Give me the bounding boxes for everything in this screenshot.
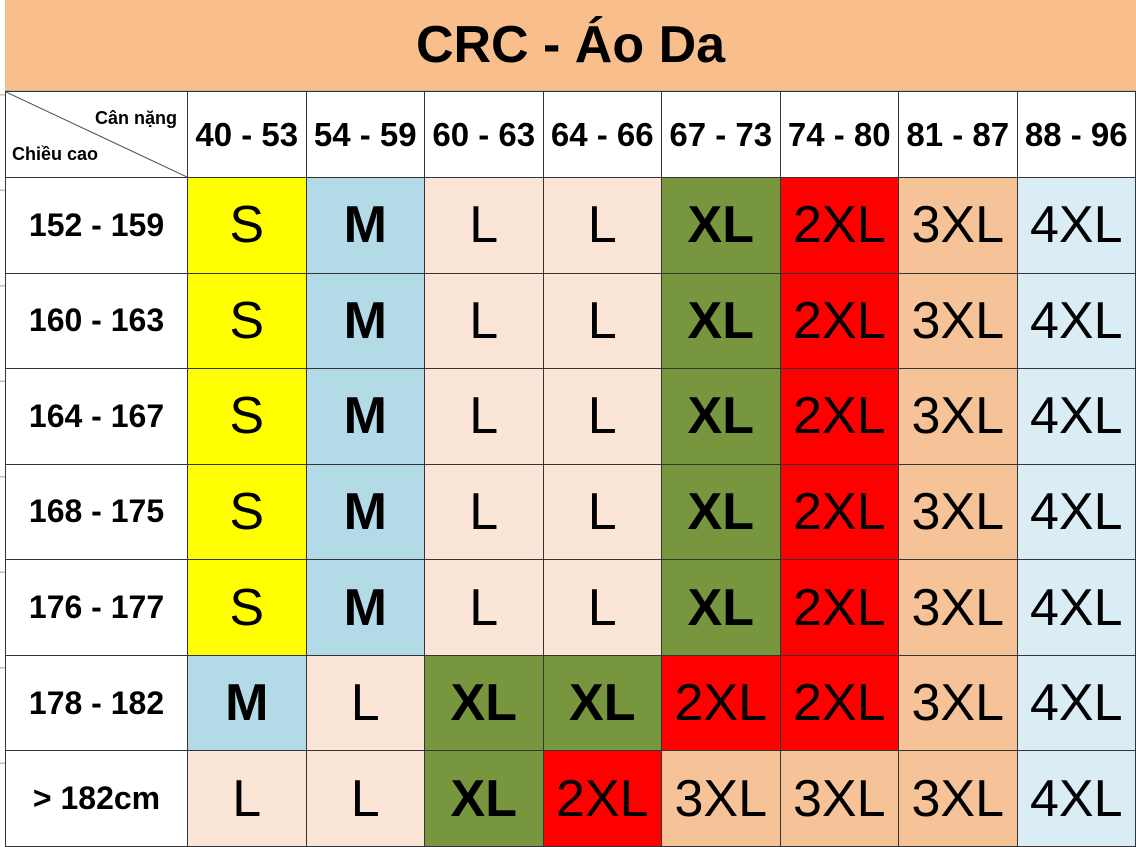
- size-cell: 2XL: [779, 272, 899, 370]
- title-bar: CRC - Áo Da: [5, 0, 1136, 91]
- size-cell: L: [424, 177, 544, 274]
- size-cell: XL: [661, 272, 781, 370]
- table-row: 176 - 177 S M L L XL 2XL 3XL 4XL: [5, 559, 1136, 656]
- weight-range-header: 88 - 96: [1016, 91, 1136, 178]
- size-cell: M: [305, 177, 425, 274]
- size-cell: 3XL: [898, 654, 1018, 752]
- size-cell: L: [542, 368, 662, 465]
- size-cell: 3XL: [898, 177, 1018, 274]
- size-cell: L: [424, 272, 544, 370]
- cropped-gridline-sliver: [0, 0, 5, 847]
- size-cell: S: [187, 463, 307, 561]
- size-cell: 2XL: [779, 463, 899, 561]
- size-cell: 3XL: [779, 750, 899, 847]
- size-cell: 3XL: [898, 463, 1018, 561]
- height-range-header: 168 - 175: [5, 463, 188, 561]
- height-range-header: 164 - 167: [5, 368, 188, 465]
- weight-range-header: 64 - 66: [542, 91, 662, 178]
- size-cell: M: [305, 559, 425, 656]
- size-cell: S: [187, 368, 307, 465]
- size-cell: M: [187, 654, 307, 752]
- table-row: 152 - 159 S M L L XL 2XL 3XL 4XL: [5, 177, 1136, 274]
- table-row: 168 - 175 S M L L XL 2XL 3XL 4XL: [5, 463, 1136, 561]
- table-row: > 182cm L L XL 2XL 3XL 3XL 3XL 4XL: [5, 750, 1136, 847]
- corner-cell: Cân nặng Chiều cao: [5, 91, 188, 178]
- size-cell: XL: [424, 654, 544, 752]
- size-cell: 3XL: [661, 750, 781, 847]
- weight-range-header: 67 - 73: [661, 91, 781, 178]
- height-range-header: 178 - 182: [5, 654, 188, 752]
- size-cell: 3XL: [898, 750, 1018, 847]
- weight-range-header: 81 - 87: [898, 91, 1018, 178]
- size-cell: S: [187, 177, 307, 274]
- size-cell: S: [187, 272, 307, 370]
- size-cell: S: [187, 559, 307, 656]
- table-row: 160 - 163 S M L L XL 2XL 3XL 4XL: [5, 272, 1136, 370]
- size-cell: L: [542, 559, 662, 656]
- size-cell: L: [424, 368, 544, 465]
- table-row: 178 - 182 M L XL XL 2XL 2XL 3XL 4XL: [5, 654, 1136, 752]
- size-cell: 2XL: [779, 654, 899, 752]
- header-row: Cân nặng Chiều cao 40 - 53 54 - 59 60 - 63…: [5, 91, 1136, 178]
- size-cell: 4XL: [1016, 559, 1136, 656]
- diagonal-line: [6, 92, 187, 177]
- size-cell: L: [187, 750, 307, 847]
- size-chart: CRC - Áo Da Cân nặng Chiều cao 40 - 53 54…: [5, 0, 1136, 847]
- size-cell: L: [424, 559, 544, 656]
- size-cell: L: [424, 463, 544, 561]
- size-cell: XL: [424, 750, 544, 847]
- size-cell: XL: [661, 463, 781, 561]
- size-cell: 4XL: [1016, 654, 1136, 752]
- size-cell: XL: [661, 177, 781, 274]
- size-cell: L: [305, 750, 425, 847]
- size-cell: 4XL: [1016, 177, 1136, 274]
- size-table: Cân nặng Chiều cao 40 - 53 54 - 59 60 - 63…: [5, 91, 1136, 847]
- size-cell: 3XL: [898, 272, 1018, 370]
- weight-range-header: 74 - 80: [779, 91, 899, 178]
- size-cell: XL: [661, 368, 781, 465]
- size-cell: 4XL: [1016, 368, 1136, 465]
- size-cell: 2XL: [779, 368, 899, 465]
- size-cell: 2XL: [542, 750, 662, 847]
- height-range-header: 152 - 159: [5, 177, 188, 274]
- weight-range-header: 60 - 63: [424, 91, 544, 178]
- size-cell: 4XL: [1016, 272, 1136, 370]
- height-range-header: 160 - 163: [5, 272, 188, 370]
- height-axis-label: Chiều cao: [12, 144, 99, 164]
- weight-range-header: 54 - 59: [305, 91, 425, 178]
- size-cell: 3XL: [898, 559, 1018, 656]
- size-cell: M: [305, 368, 425, 465]
- size-cell: 2XL: [779, 559, 899, 656]
- height-range-header: 176 - 177: [5, 559, 188, 656]
- size-cell: 2XL: [779, 177, 899, 274]
- size-cell: M: [305, 272, 425, 370]
- size-cell: 3XL: [898, 368, 1018, 465]
- weight-range-header: 40 - 53: [187, 91, 307, 178]
- size-cell: M: [305, 463, 425, 561]
- table-row: 164 - 167 S M L L XL 2XL 3XL 4XL: [5, 368, 1136, 465]
- size-cell: 4XL: [1016, 463, 1136, 561]
- page-title: CRC - Áo Da: [415, 16, 726, 74]
- size-cell: L: [542, 463, 662, 561]
- weight-axis-label: Cân nặng: [94, 108, 177, 128]
- size-cell: 2XL: [661, 654, 781, 752]
- size-cell: L: [542, 272, 662, 370]
- size-cell: L: [542, 177, 662, 274]
- size-cell: XL: [661, 559, 781, 656]
- size-cell: L: [305, 654, 425, 752]
- height-range-header: > 182cm: [5, 750, 188, 847]
- size-cell: 4XL: [1016, 750, 1136, 847]
- size-cell: XL: [542, 654, 662, 752]
